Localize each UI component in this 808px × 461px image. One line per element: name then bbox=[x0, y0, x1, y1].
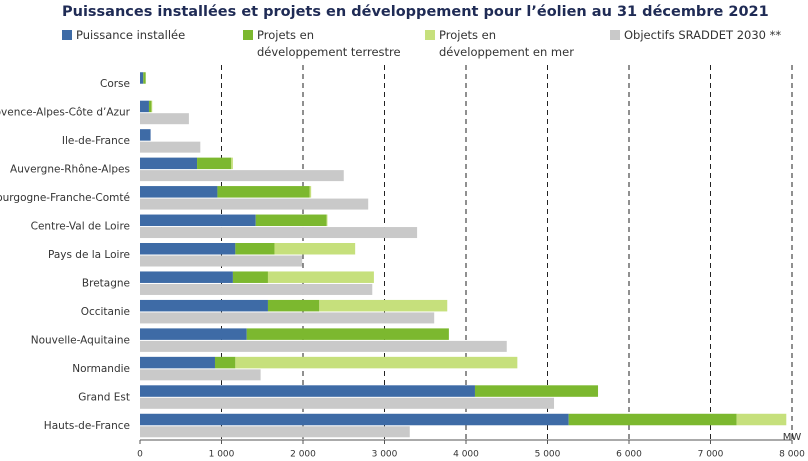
legend-swatch bbox=[243, 30, 253, 40]
objective-bar bbox=[140, 170, 344, 182]
x-tick-label: 4 000 bbox=[453, 450, 479, 460]
bar-segment bbox=[140, 413, 569, 426]
objective-bar bbox=[140, 426, 410, 438]
bar-segment bbox=[309, 186, 312, 198]
objective-bar bbox=[140, 255, 303, 267]
y-tick-label: Auvergne-Rhône-Alpes bbox=[10, 164, 130, 176]
legend-item: Objectifs SRADDET 2030 ** bbox=[610, 27, 800, 44]
bar-segment bbox=[140, 214, 256, 227]
bar-segment bbox=[140, 299, 268, 312]
legend-swatch bbox=[62, 30, 72, 40]
bar-segment bbox=[235, 356, 518, 369]
objective-bar bbox=[140, 369, 261, 381]
objective-bar bbox=[140, 141, 201, 153]
x-tick-label: 3 000 bbox=[372, 450, 398, 460]
y-tick-label: Occitanie bbox=[81, 306, 130, 318]
legend-swatch bbox=[425, 30, 435, 40]
objective-bar bbox=[140, 340, 507, 352]
legend-item: Projets en développement terrestre bbox=[243, 27, 403, 61]
bar-segment bbox=[140, 100, 149, 113]
x-tick-label: 6 000 bbox=[616, 450, 642, 460]
x-tick-label: 5 000 bbox=[535, 450, 561, 460]
legend-label: Puissance installée bbox=[76, 28, 186, 42]
objective-bar bbox=[140, 227, 418, 239]
bar-segment bbox=[214, 356, 236, 369]
bar-segment bbox=[217, 186, 310, 198]
y-tick-label: Grand Est bbox=[78, 391, 130, 403]
y-tick-label: Bretagne bbox=[82, 277, 130, 289]
bar-segment bbox=[140, 129, 151, 141]
legend-label: Projets en développement en mer bbox=[439, 28, 574, 59]
legend-item: Puissance installée bbox=[62, 27, 232, 44]
bar-segment bbox=[319, 299, 448, 312]
bar-segment bbox=[326, 214, 328, 227]
bar-segment bbox=[151, 100, 153, 113]
legend-item: Projets en développement en mer bbox=[425, 27, 585, 61]
bar-segment bbox=[736, 413, 787, 426]
bar-segment bbox=[235, 243, 275, 255]
bar-segment bbox=[143, 72, 146, 84]
bar-segment bbox=[255, 214, 327, 227]
objective-bar bbox=[140, 198, 369, 210]
x-tick-label: 7 000 bbox=[698, 450, 724, 460]
chart-title: Puissances installées et projets en déve… bbox=[62, 4, 769, 20]
y-tick-label: Ile-de-France bbox=[62, 135, 130, 147]
y-tick-label: Hauts-de-France bbox=[44, 420, 130, 432]
legend-label: Objectifs SRADDET 2030 ** bbox=[624, 28, 782, 42]
y-tick-label: Pays de la Loire bbox=[48, 249, 130, 261]
bar-segment bbox=[232, 271, 268, 283]
bar-segment bbox=[246, 328, 449, 340]
y-tick-label: Corse bbox=[100, 78, 130, 90]
y-tick-label: Centre-Val de Loire bbox=[31, 221, 130, 233]
bar-segment bbox=[140, 271, 233, 283]
objective-bar bbox=[140, 397, 555, 409]
bar-segment bbox=[148, 100, 152, 113]
y-tick-label: Bourgogne-Franche-Comté bbox=[0, 192, 130, 204]
bar-segment bbox=[140, 356, 215, 369]
bar-segment bbox=[231, 157, 233, 170]
bar-segment bbox=[568, 413, 737, 426]
x-tick-label: 1 000 bbox=[209, 450, 235, 460]
bar-segment bbox=[140, 385, 475, 397]
y-tick-label: Nouvelle-Aquitaine bbox=[31, 334, 130, 346]
x-tick-label: 2 000 bbox=[290, 450, 316, 460]
bar-segment bbox=[197, 157, 232, 170]
bar-segment bbox=[267, 299, 320, 312]
x-axis-label: MW bbox=[783, 432, 802, 443]
bar-segment bbox=[274, 243, 356, 255]
objective-bar bbox=[140, 113, 189, 125]
bar-segment bbox=[140, 328, 247, 340]
bar-segment bbox=[140, 243, 236, 255]
objective-bar bbox=[140, 283, 373, 295]
objective-bar bbox=[140, 312, 435, 324]
y-tick-label: Normandie bbox=[72, 363, 130, 375]
bar-segment bbox=[140, 72, 144, 84]
x-tick-label: 0 bbox=[137, 450, 143, 460]
y-tick-label: Provence-Alpes-Côte d’Azur bbox=[0, 107, 131, 119]
bar-segment bbox=[267, 271, 374, 283]
legend-swatch bbox=[610, 30, 620, 40]
x-tick-label: 8 000 bbox=[779, 450, 805, 460]
bar-segment bbox=[140, 186, 218, 198]
bar-segment bbox=[140, 157, 198, 170]
legend-label: Projets en développement terrestre bbox=[257, 28, 401, 59]
bar-segment bbox=[474, 385, 599, 397]
